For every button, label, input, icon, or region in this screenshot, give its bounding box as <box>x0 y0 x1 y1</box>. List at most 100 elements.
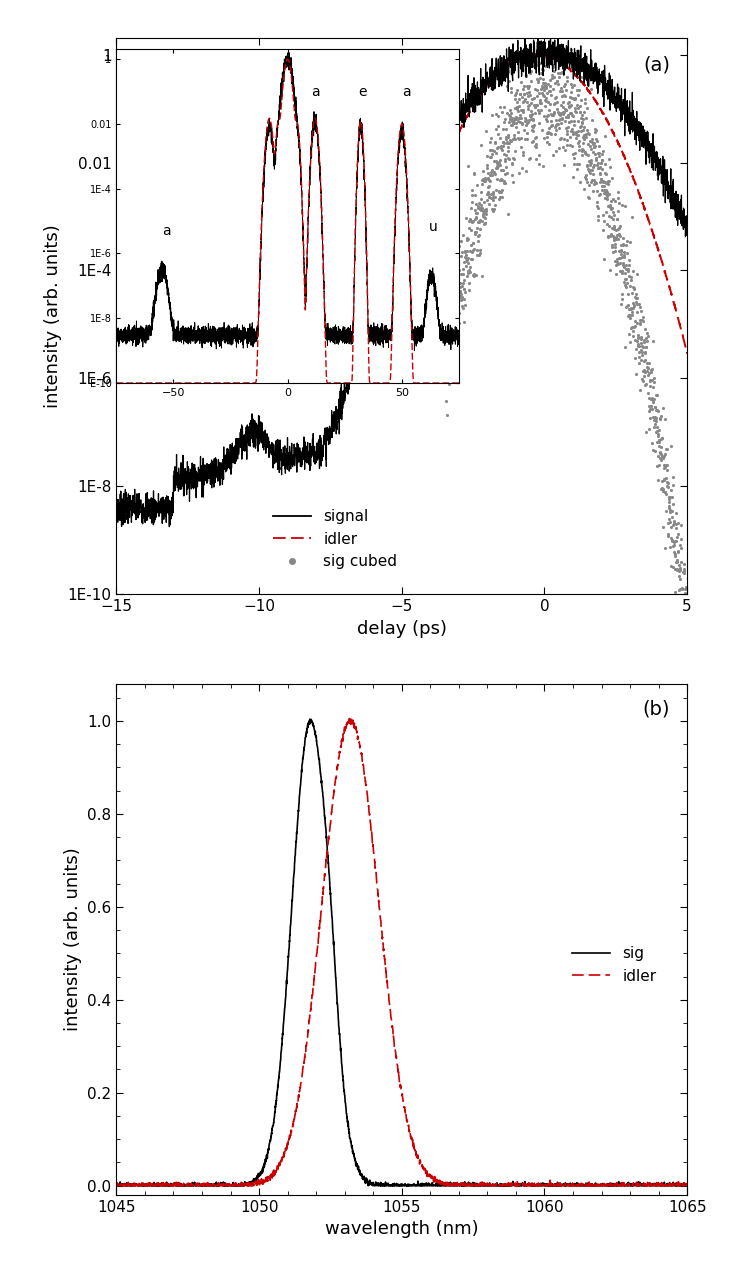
Point <box>526 120 538 141</box>
Point <box>490 143 502 164</box>
Point <box>644 396 656 417</box>
Point <box>658 458 670 478</box>
Point <box>502 137 514 157</box>
Point <box>502 148 514 169</box>
Point <box>472 175 484 196</box>
Point <box>472 231 484 252</box>
Point <box>481 189 493 210</box>
Point <box>582 133 594 153</box>
Point <box>660 455 672 475</box>
Point <box>578 167 590 188</box>
Point <box>446 339 458 359</box>
Point <box>645 389 657 409</box>
Point <box>486 105 498 125</box>
Point <box>620 276 632 296</box>
Point <box>563 92 575 112</box>
Point <box>547 115 559 135</box>
Point <box>555 78 567 98</box>
Point <box>514 83 526 104</box>
Point <box>612 219 624 239</box>
Point <box>589 121 601 142</box>
Point <box>629 348 641 368</box>
Point <box>580 165 592 185</box>
Point <box>668 514 680 534</box>
Point <box>547 61 559 82</box>
Point <box>494 97 506 118</box>
Point <box>446 300 458 321</box>
Point <box>550 110 562 130</box>
Point <box>567 106 579 127</box>
Point <box>603 184 615 204</box>
Point <box>540 78 552 98</box>
Point <box>668 532 680 552</box>
Point <box>519 107 531 128</box>
Point <box>575 89 587 110</box>
Point <box>558 101 570 121</box>
Point <box>487 198 499 219</box>
Point <box>546 64 558 84</box>
Point <box>635 328 647 349</box>
Point <box>601 183 613 203</box>
Point <box>612 253 624 273</box>
Point <box>608 230 620 250</box>
Point <box>446 311 458 331</box>
Point <box>611 252 623 272</box>
Point <box>593 146 605 166</box>
Point <box>547 66 559 87</box>
Point <box>595 169 607 189</box>
Point <box>564 104 576 124</box>
Point <box>544 75 556 96</box>
Point <box>521 82 533 102</box>
idler <box>683 1178 692 1194</box>
Point <box>490 104 502 124</box>
Point <box>572 121 584 142</box>
Point <box>561 130 573 151</box>
Point <box>499 109 511 129</box>
Point <box>655 450 667 470</box>
Point <box>568 111 580 132</box>
Point <box>591 181 603 202</box>
Point <box>626 282 638 303</box>
Point <box>606 167 618 188</box>
Point <box>623 254 635 275</box>
Point <box>513 96 525 116</box>
Point <box>466 233 478 253</box>
Point <box>536 84 548 105</box>
Point <box>619 336 631 357</box>
Point <box>457 298 469 318</box>
Point <box>632 327 644 348</box>
Point <box>654 442 666 463</box>
Point <box>575 116 587 137</box>
sig <box>356 1166 365 1181</box>
Point <box>450 302 462 322</box>
Point <box>624 304 636 325</box>
Point <box>470 222 482 243</box>
Point <box>448 327 460 348</box>
Point <box>527 118 539 138</box>
Point <box>589 171 601 192</box>
Point <box>645 395 657 415</box>
Point <box>680 576 692 597</box>
Point <box>507 171 519 192</box>
Point <box>544 82 556 102</box>
Point <box>675 538 687 558</box>
Point <box>638 331 650 351</box>
Point <box>648 417 660 437</box>
Point <box>451 295 463 316</box>
Point <box>650 417 662 437</box>
Point <box>464 257 476 277</box>
Point <box>596 171 608 192</box>
Point <box>562 93 574 114</box>
Point <box>643 363 655 383</box>
Point <box>481 201 493 221</box>
Point <box>553 110 566 130</box>
Point <box>645 360 657 381</box>
Point <box>614 248 626 268</box>
Point <box>642 358 654 378</box>
Point <box>489 164 501 184</box>
Point <box>628 279 640 299</box>
Point <box>621 243 633 263</box>
Point <box>578 125 590 146</box>
Point <box>669 581 681 602</box>
Point <box>547 78 559 98</box>
